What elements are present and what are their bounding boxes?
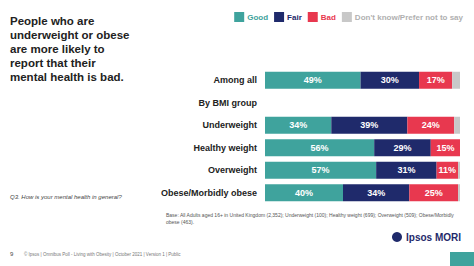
- svg-text:Good: Good: [247, 13, 268, 22]
- svg-text:report that their: report that their: [10, 57, 99, 69]
- svg-text:People who are: People who are: [10, 15, 98, 27]
- svg-text:17%: 17%: [427, 75, 445, 85]
- svg-text:30%: 30%: [381, 75, 399, 85]
- svg-text:40%: 40%: [295, 188, 313, 198]
- svg-text:31%: 31%: [397, 165, 415, 175]
- svg-text:© Ipsos | Omnibus Poll - Livin: © Ipsos | Omnibus Poll - Living with Obe…: [24, 251, 181, 257]
- svg-text:Underweight: Underweight: [202, 120, 257, 130]
- svg-text:9: 9: [10, 251, 14, 257]
- svg-text:15%: 15%: [436, 143, 454, 153]
- svg-text:Fair: Fair: [287, 13, 302, 22]
- svg-text:By BMI group: By BMI group: [199, 98, 258, 108]
- svg-text:29%: 29%: [393, 143, 411, 153]
- svg-text:Ipsos MORI: Ipsos MORI: [406, 232, 461, 243]
- svg-text:Don't know/Prefer not to say: Don't know/Prefer not to say: [355, 13, 464, 22]
- svg-text:mental health is bad.: mental health is bad.: [10, 71, 124, 83]
- svg-text:39%: 39%: [360, 120, 378, 130]
- svg-text:11%: 11%: [439, 165, 457, 175]
- svg-text:34%: 34%: [289, 120, 307, 130]
- svg-text:49%: 49%: [304, 75, 322, 85]
- svg-text:underweight or obese: underweight or obese: [10, 29, 133, 41]
- svg-text:57%: 57%: [312, 165, 330, 175]
- svg-text:Bad: Bad: [321, 13, 336, 22]
- svg-text:Q3. How is your mental health: Q3. How is your mental health in general…: [10, 194, 122, 200]
- svg-text:Among all: Among all: [213, 75, 257, 85]
- svg-text:34%: 34%: [367, 188, 385, 198]
- svg-text:Overweight: Overweight: [208, 165, 257, 175]
- svg-text:Obese/Morbidly obese: Obese/Morbidly obese: [161, 188, 257, 198]
- svg-text:25%: 25%: [425, 188, 443, 198]
- svg-text:Healthy weight: Healthy weight: [193, 143, 257, 153]
- svg-text:are more likely to: are more likely to: [10, 43, 108, 55]
- svg-text:56%: 56%: [311, 143, 329, 153]
- svg-text:Base: All Adults aged 16+ in U: Base: All Adults aged 16+ in United King…: [166, 212, 455, 218]
- svg-text:24%: 24%: [422, 120, 440, 130]
- svg-text:obese (463).: obese (463).: [166, 219, 194, 225]
